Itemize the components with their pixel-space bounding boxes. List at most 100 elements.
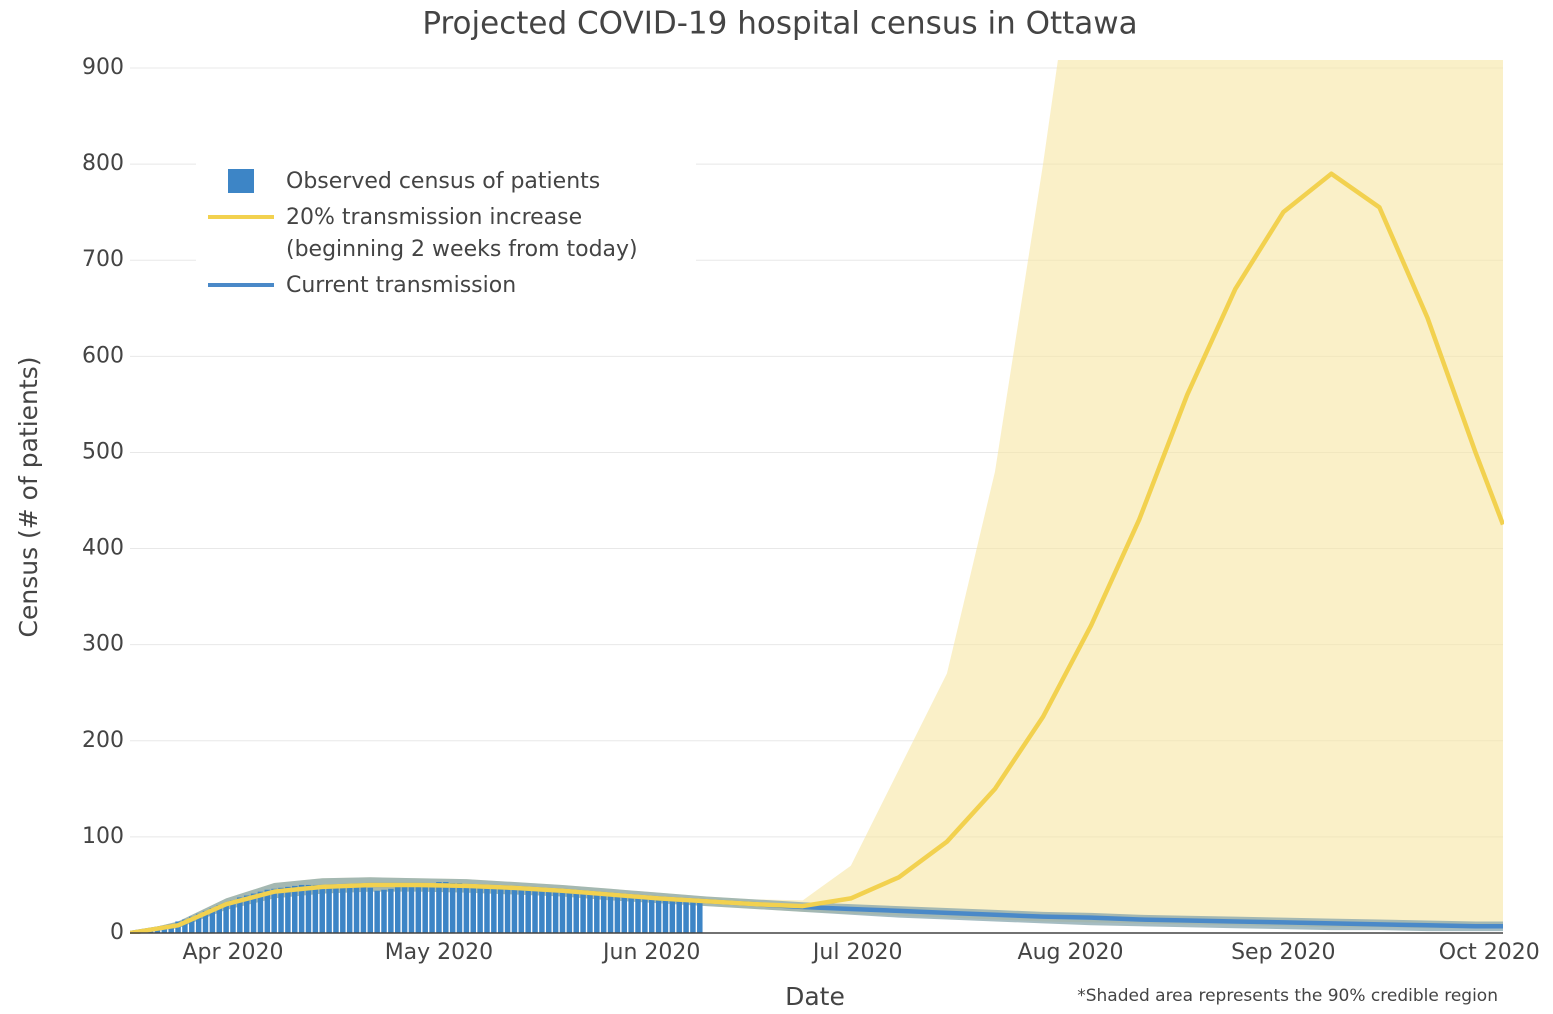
x-tick-label: Sep 2020 — [1231, 940, 1335, 965]
y-tick-label: 900 — [82, 55, 124, 80]
y-tick-label: 100 — [82, 824, 124, 849]
bar — [635, 897, 641, 933]
bar — [676, 900, 682, 933]
legend-symbol — [196, 202, 286, 232]
bar — [305, 884, 312, 933]
bar — [456, 883, 463, 933]
annotation: *Shaded area represents the 90% credible… — [1077, 986, 1498, 1006]
legend-symbol — [196, 270, 286, 300]
legend-label: Current transmission — [286, 273, 517, 298]
chart-title: Projected COVID-19 hospital census in Ot… — [422, 6, 1137, 42]
bar — [381, 889, 387, 933]
bar — [264, 889, 271, 933]
bar — [594, 894, 600, 933]
legend-entry: 20% transmission increase (beginning 2 w… — [196, 202, 696, 266]
bar — [230, 900, 236, 933]
bar — [690, 901, 696, 933]
legend-symbol — [196, 166, 286, 196]
x-tick-label: Apr 2020 — [182, 940, 283, 965]
x-tick-label: Jul 2020 — [811, 940, 903, 965]
bar — [374, 890, 380, 933]
bar — [532, 888, 538, 933]
bar — [504, 886, 511, 933]
bar — [195, 913, 202, 933]
bar — [408, 883, 415, 933]
bar — [552, 891, 559, 933]
legend-swatch — [228, 169, 254, 193]
bar — [449, 883, 456, 933]
bar — [394, 886, 401, 933]
bar — [539, 889, 545, 933]
bar — [360, 885, 367, 933]
bar — [367, 887, 374, 933]
x-tick-label: Oct 2020 — [1439, 940, 1540, 965]
bar — [477, 885, 483, 933]
bar — [655, 899, 662, 933]
bar — [600, 895, 607, 933]
bar — [580, 893, 586, 933]
bar — [648, 898, 655, 933]
x-tick-label: Jun 2020 — [601, 940, 700, 965]
bar — [388, 888, 394, 933]
bar — [628, 897, 634, 933]
bar — [340, 884, 346, 933]
bar — [333, 884, 339, 933]
legend: Observed census of patients 20% transmiss… — [196, 156, 696, 312]
bar — [422, 883, 428, 933]
bar — [463, 883, 470, 933]
bar — [470, 884, 476, 933]
bar — [278, 887, 284, 933]
bar — [216, 905, 222, 933]
bar — [683, 901, 689, 933]
bar — [443, 882, 449, 933]
bar — [484, 886, 490, 933]
x-tick-label: May 2020 — [385, 940, 493, 965]
bar — [353, 884, 360, 933]
bar — [429, 883, 435, 933]
bar — [518, 886, 525, 933]
bar — [209, 908, 216, 933]
y-tick-label: 400 — [82, 536, 124, 561]
line — [130, 171, 1504, 934]
bar — [621, 896, 628, 933]
bar — [312, 884, 319, 933]
y-tick-label: 500 — [82, 439, 124, 464]
bar — [559, 892, 566, 933]
bar — [182, 919, 188, 933]
plot-area — [130, 60, 1504, 934]
bar — [511, 885, 518, 933]
bar — [401, 884, 408, 933]
legend-entry: Observed census of patients — [196, 166, 696, 198]
bar — [573, 893, 579, 933]
bar — [271, 888, 277, 933]
bar — [319, 884, 325, 933]
x-axis-title: Date — [785, 982, 845, 1011]
bar — [525, 887, 531, 933]
bar — [415, 883, 422, 933]
legend-label: 20% transmission increase (beginning 2 w… — [286, 205, 638, 262]
bar — [546, 890, 552, 933]
x-tick-label: Aug 2020 — [1018, 940, 1124, 965]
credible-band — [130, 60, 1503, 933]
bar — [346, 884, 353, 933]
y-tick-label: 800 — [82, 151, 124, 176]
bar — [497, 887, 504, 933]
legend-label: Observed census of patients — [286, 169, 601, 194]
y-axis-title: Census (# of patients) — [14, 357, 43, 638]
bar — [292, 885, 298, 933]
bar — [202, 910, 209, 933]
legend-swatch — [208, 215, 274, 219]
bar — [326, 884, 332, 933]
legend-swatch — [208, 283, 274, 287]
bar — [257, 891, 264, 933]
bar — [237, 897, 243, 933]
y-tick-label: 700 — [82, 247, 124, 272]
y-tick-label: 0 — [110, 920, 124, 945]
y-tick-label: 300 — [82, 632, 124, 657]
bar — [662, 899, 669, 933]
y-tick-label: 200 — [82, 728, 124, 753]
bar — [697, 902, 703, 933]
bar — [607, 895, 614, 933]
bar — [436, 882, 442, 933]
